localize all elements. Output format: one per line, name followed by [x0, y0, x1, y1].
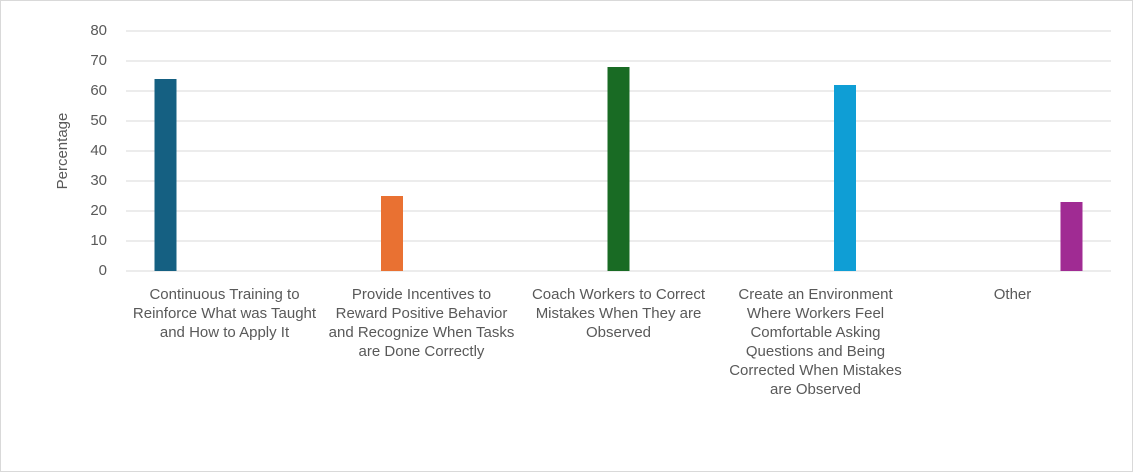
x-tick-label: Create an Environment Where Workers Feel…	[729, 286, 902, 398]
x-tick-label: Continuous Training to Reinforce What wa…	[132, 286, 317, 341]
x-tick-label: Coach Workers to Correct Mistakes When T…	[531, 286, 706, 341]
bar	[607, 67, 630, 271]
y-axis-label: Percentage	[54, 113, 71, 190]
y-tick-label: 40	[90, 142, 107, 159]
bar	[834, 85, 856, 271]
y-tick-label: 60	[90, 82, 107, 99]
bar	[154, 79, 177, 271]
y-tick-label: 10	[90, 232, 107, 249]
bar	[1060, 202, 1083, 271]
x-tick-label: Other	[993, 286, 1032, 303]
y-tick-label: 50	[90, 112, 107, 129]
bar	[381, 196, 403, 271]
y-tick-label: 20	[90, 202, 107, 219]
y-tick-label: 70	[90, 52, 107, 69]
y-tick-label: 30	[90, 172, 107, 189]
y-tick-label: 0	[99, 262, 107, 279]
x-tick-label: Provide Incentives to Reward Positive Be…	[328, 286, 515, 360]
y-tick-label: 80	[90, 22, 107, 39]
